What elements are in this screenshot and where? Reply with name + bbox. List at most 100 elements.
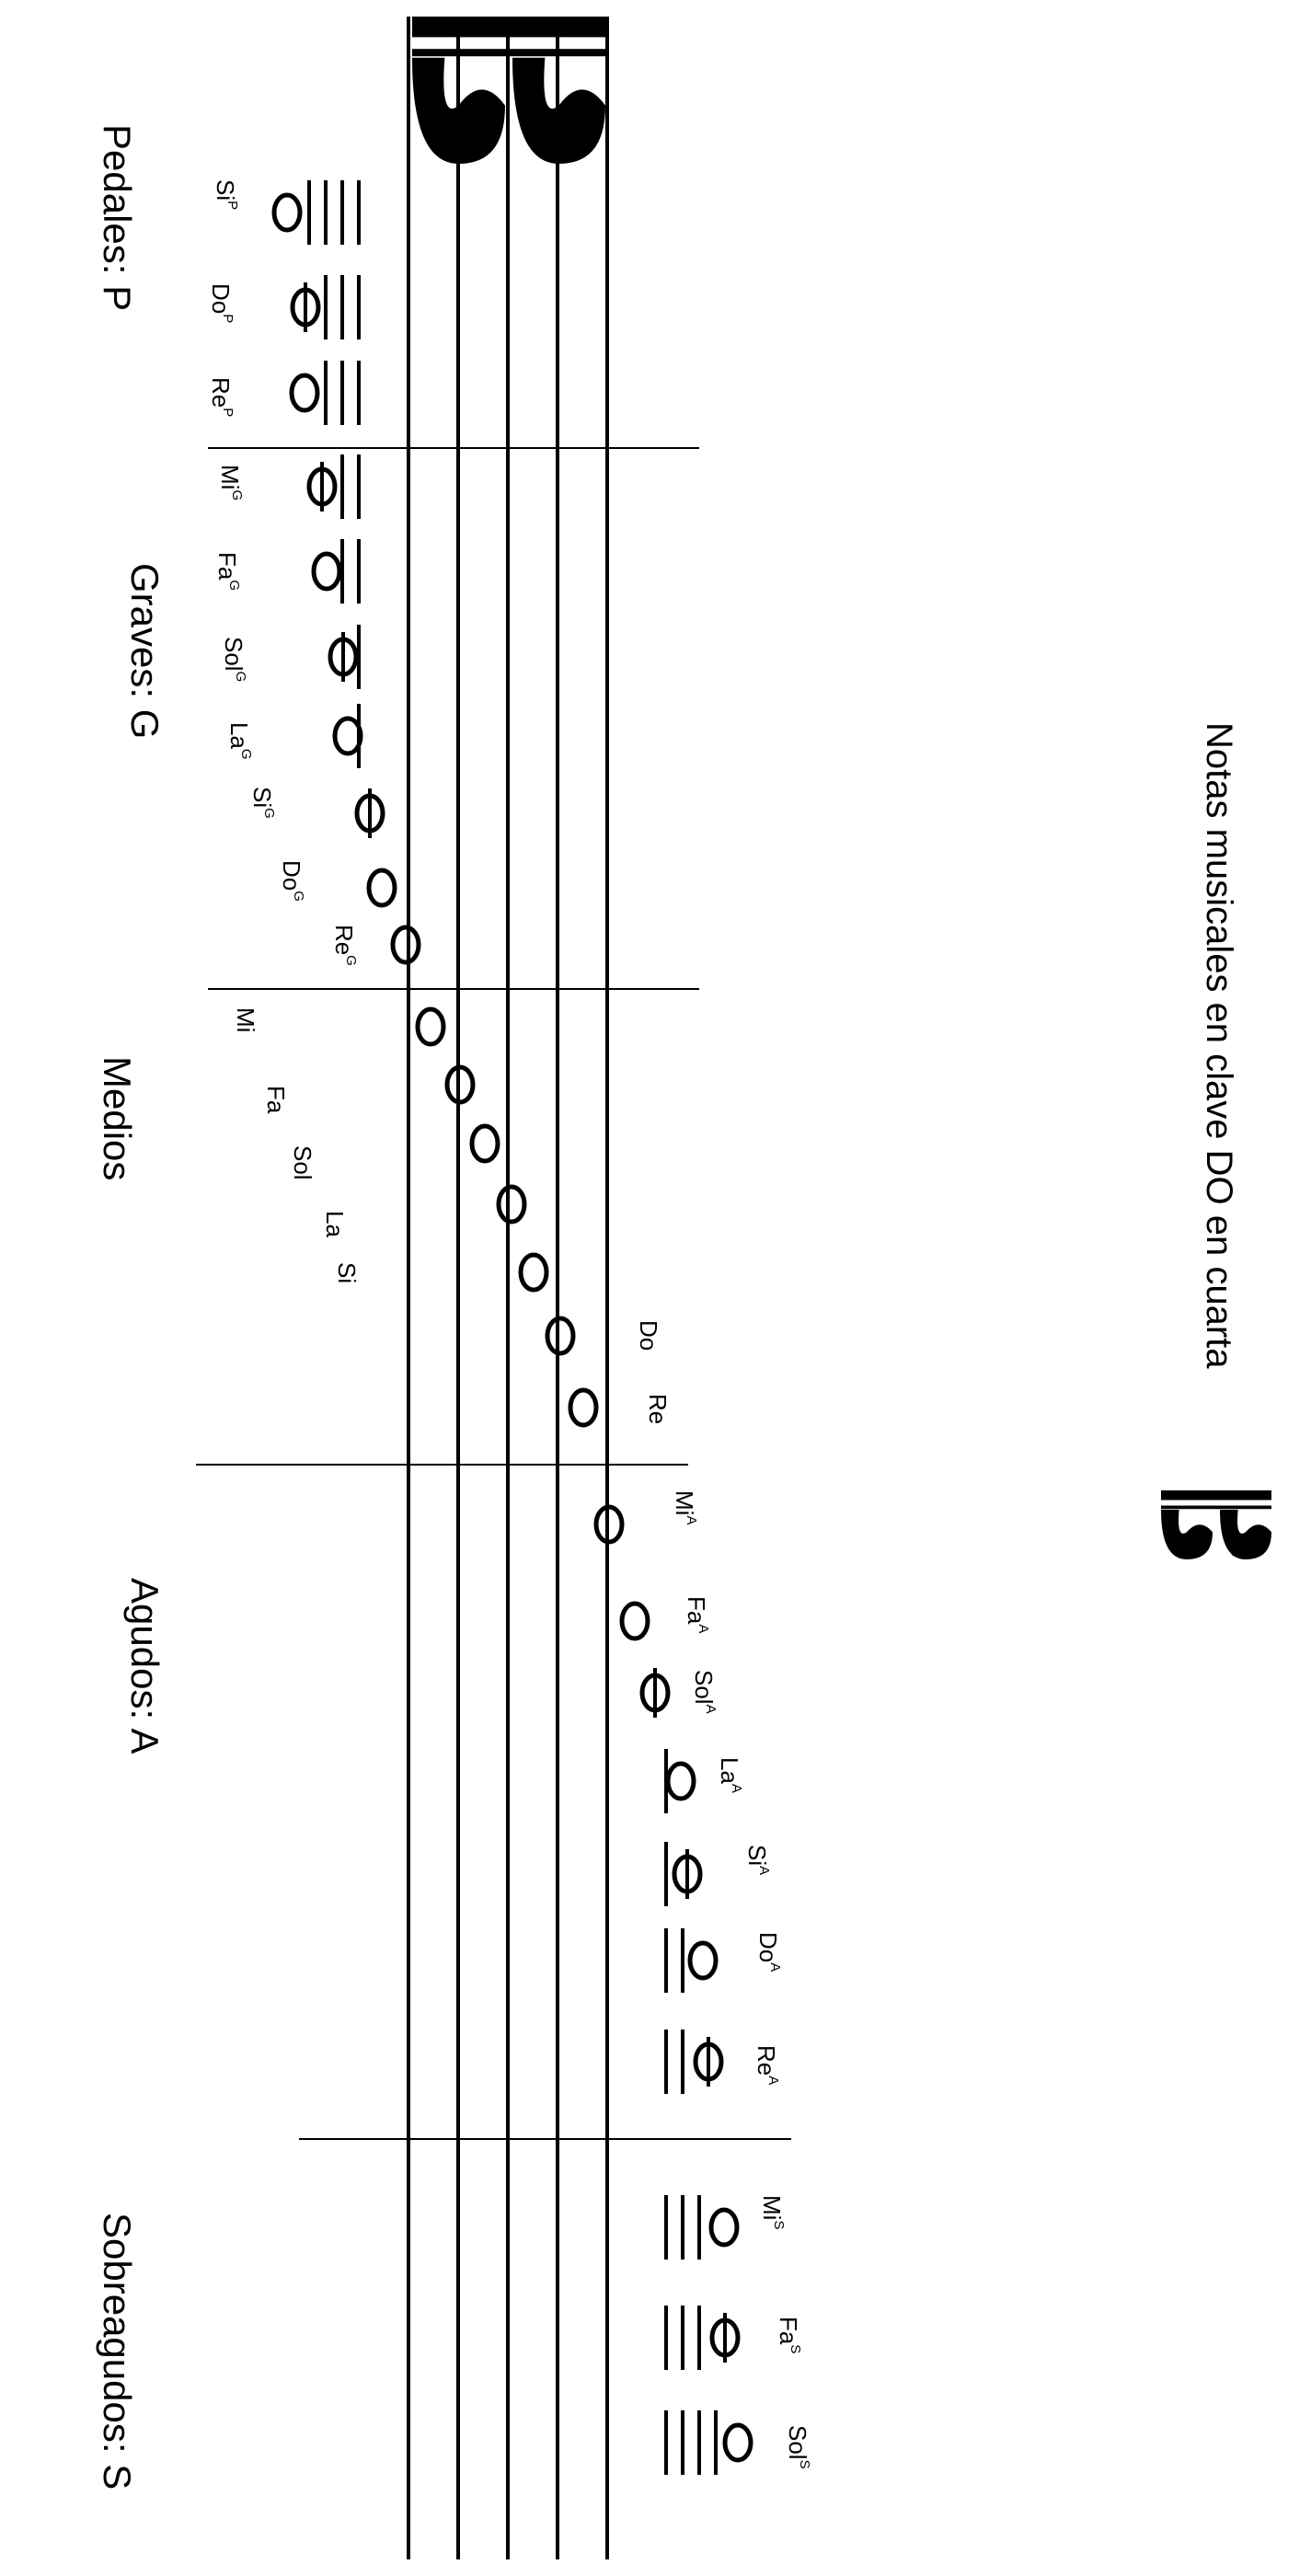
note-label: Fa [262,1086,290,1114]
note-octave-marker: A [765,2076,781,2086]
note-name: La [321,1211,349,1237]
note-name: Fa [213,552,241,581]
note-7 [332,704,363,768]
note-octave-marker: G [232,671,248,683]
note-label: FaA [683,1596,711,1634]
note-name: Do [207,283,235,315]
note-11 [415,1006,446,1047]
note-10 [390,925,421,965]
note-name: Sol [289,1145,316,1180]
note-head [496,1184,527,1225]
note-head [568,1387,599,1428]
note-name: Re [644,1394,672,1425]
note-label: Si [333,1262,361,1284]
note-head [390,925,421,965]
note-octave-marker: G [228,489,245,501]
note-20 [639,1668,671,1718]
note-21 [664,1749,696,1813]
clef-curl [1161,1510,1213,1559]
note-13 [469,1123,500,1164]
note-label: FaS [775,2317,803,2353]
clef-dot [1230,1546,1242,1557]
note-name: Si [248,787,276,809]
note-name: Sol [690,1670,718,1705]
note-head [518,1252,549,1293]
clef-curl [412,57,505,164]
note-25 [664,2195,740,2260]
note-label: SiP [212,179,240,211]
note-octave-marker: A [728,1783,744,1793]
note-octave-marker: G [237,748,254,760]
note-label: MiA [671,1490,699,1525]
note-name: Fa [683,1596,710,1625]
note-2 [290,275,361,339]
clef-dot [534,136,554,156]
note-head [469,1123,500,1164]
note-octave-marker: S [796,2459,812,2469]
note-label: SiG [248,787,277,819]
note-octave-marker: A [702,1704,719,1714]
note-head [415,1006,446,1047]
note-18 [593,1504,625,1545]
clef-thin-bar [1161,1505,1271,1510]
note-27 [664,2410,753,2475]
page-title: Notas musicales en clave DO en cuarta [1199,722,1239,1369]
note-name: Fa [262,1086,290,1114]
note-octave-marker: P [219,314,236,324]
note-22 [664,1842,703,1906]
note-4 [306,454,361,519]
note-8 [354,788,385,838]
note-label: Mi [232,1007,259,1033]
clef-thin-bar [412,49,605,57]
staff-lines [407,17,609,2559]
note-head [722,2422,753,2463]
note-name: Re [330,925,358,956]
clef-curl [1220,1510,1271,1559]
note-label: La [321,1211,349,1237]
note-head [708,2207,740,2248]
note-label: LaG [225,722,254,760]
note-24 [664,2030,724,2094]
note-label: SiA [743,1845,772,1876]
note-label: ReA [753,2045,781,2086]
note-label: ReP [207,377,236,418]
note-head [619,1601,650,1641]
section-label-agudos: Agudos: A [123,1578,167,1754]
note-head [593,1504,625,1545]
note-name: Mi [758,2195,786,2221]
note-label: MiG [216,465,245,501]
note-name: La [225,722,253,749]
note-17 [568,1387,599,1428]
note-name: Do [754,1932,782,1963]
note-head [332,716,363,756]
note-12 [444,1064,476,1105]
note-19 [619,1601,650,1641]
note-14 [496,1184,527,1225]
note-name: Mi [232,1007,259,1033]
note-label: SolA [690,1670,719,1714]
note-label: LaA [716,1757,744,1793]
note-head [311,551,342,592]
note-name: Mi [671,1490,698,1516]
c-clef-title-icon [1161,1490,1271,1559]
note-label: DoP [207,283,236,324]
section-label-pedales: Pedales: P [96,124,139,312]
note-name: La [716,1757,743,1784]
c-clef-icon [412,17,605,164]
note-octave-marker: A [755,1866,772,1876]
notes-layer [271,180,753,2475]
note-5 [311,539,361,604]
note-head [366,868,397,908]
note-label: Re [644,1394,672,1425]
section-label-graves: Graves: G [123,563,167,740]
note-name: Si [333,1262,361,1284]
note-octave-marker: A [683,1515,699,1525]
note-octave-marker: P [224,201,240,211]
note-octave-marker: A [695,1624,711,1634]
section-label-medios: Medios [96,1056,139,1181]
note-octave-marker: G [225,580,242,592]
note-9 [366,868,397,908]
note-head [444,1064,476,1105]
note-octave-marker: P [219,408,236,418]
